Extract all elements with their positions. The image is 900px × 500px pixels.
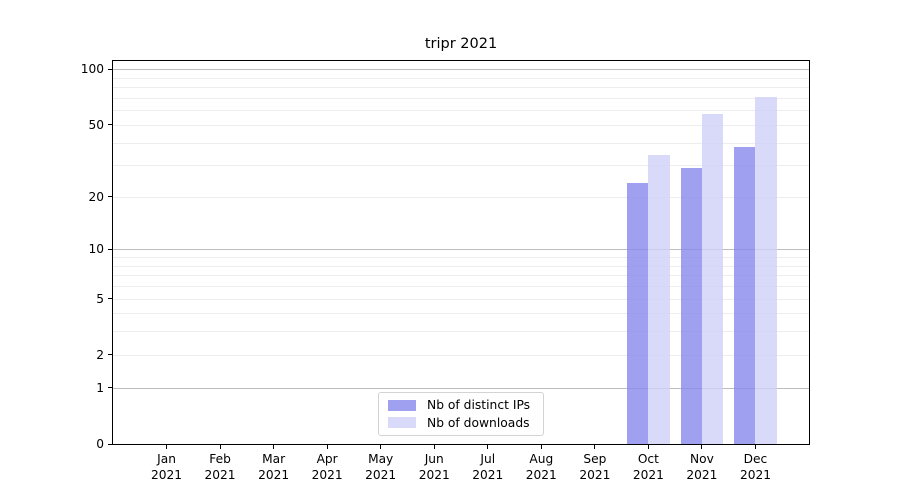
gridline-minor xyxy=(113,142,809,144)
bar-distinct-ips-dec xyxy=(734,146,756,444)
x-tick-year: 2021 xyxy=(525,467,557,482)
y-tick-label: 50 xyxy=(88,117,104,132)
x-tick-label: Feb 2021 xyxy=(188,452,252,483)
x-tick-label: Aug 2021 xyxy=(509,452,573,483)
bar-downloads-dec xyxy=(755,96,777,444)
x-tick-mark xyxy=(487,445,489,449)
bar-distinct-ips-oct xyxy=(626,182,649,444)
legend-swatch-downloads-icon xyxy=(388,417,416,429)
gridline-minor xyxy=(113,110,809,112)
legend-label: Nb of downloads xyxy=(427,415,530,430)
x-tick-month: Nov xyxy=(690,452,714,466)
y-tick-label: 0 xyxy=(96,437,104,451)
x-tick-month: Mar xyxy=(262,452,286,466)
legend-swatch-distinct-ips-icon xyxy=(388,399,416,411)
y-tick-mark xyxy=(108,443,112,445)
x-tick-month: Dec xyxy=(743,452,768,466)
gridline-major xyxy=(113,387,809,389)
x-tick-mark xyxy=(273,445,275,449)
y-tick-label: 5 xyxy=(96,291,104,306)
x-tick-month: Sep xyxy=(583,452,607,466)
x-tick-mark xyxy=(594,445,596,449)
y-tick-mark xyxy=(108,248,112,250)
x-tick-month: Oct xyxy=(637,452,659,466)
x-tick-month: Feb xyxy=(209,452,231,466)
x-tick-month: May xyxy=(368,452,394,466)
y-tick-label: 20 xyxy=(88,189,104,204)
x-tick-year: 2021 xyxy=(151,467,183,482)
x-tick-label: Sep 2021 xyxy=(563,452,627,483)
gridline-minor xyxy=(113,298,809,300)
x-tick-year: 2021 xyxy=(311,467,343,482)
x-tick-year: 2021 xyxy=(632,467,664,482)
x-tick-month: Jul xyxy=(480,452,496,466)
gridline-minor xyxy=(113,265,809,267)
x-tick-mark xyxy=(433,445,435,449)
chart-title: tripr 2021 xyxy=(424,36,498,52)
x-tick-mark xyxy=(219,445,221,449)
x-tick-mark xyxy=(380,445,382,449)
gridline-minor xyxy=(113,196,809,198)
x-tick-year: 2021 xyxy=(686,467,718,482)
x-tick-label: May 2021 xyxy=(349,452,413,483)
x-tick-label: Jan 2021 xyxy=(135,452,199,483)
gridline-minor xyxy=(113,313,809,315)
x-tick-year: 2021 xyxy=(204,467,236,482)
x-tick-mark xyxy=(540,445,542,449)
x-tick-label: Oct 2021 xyxy=(616,452,680,483)
gridline-minor xyxy=(113,275,809,277)
gridline-minor xyxy=(113,257,809,259)
x-tick-year: 2021 xyxy=(739,467,771,482)
x-tick-month: Jun xyxy=(424,452,444,466)
x-tick-year: 2021 xyxy=(418,467,450,482)
x-tick-year: 2021 xyxy=(365,467,397,482)
x-tick-year: 2021 xyxy=(258,467,290,482)
gridline-minor xyxy=(113,286,809,288)
x-tick-month: Aug xyxy=(529,452,554,466)
gridline-major xyxy=(113,249,809,251)
gridline-minor xyxy=(113,87,809,89)
y-tick-label: 100 xyxy=(80,62,104,77)
x-tick-month: Apr xyxy=(316,452,338,466)
x-tick-year: 2021 xyxy=(579,467,611,482)
gridline-minor xyxy=(113,354,809,356)
x-tick-year: 2021 xyxy=(472,467,504,482)
plot-area xyxy=(112,60,810,445)
bar-downloads-nov xyxy=(701,114,724,444)
x-tick-label: Mar 2021 xyxy=(242,452,306,483)
legend-label: Nb of distinct IPs xyxy=(427,398,531,413)
y-tick-mark xyxy=(108,354,112,356)
gridline-minor xyxy=(113,97,809,99)
x-tick-label: Apr 2021 xyxy=(295,452,359,483)
y-tick-label: 2 xyxy=(96,347,104,362)
gridline-major xyxy=(113,69,809,71)
y-tick-mark xyxy=(108,196,112,198)
x-tick-mark xyxy=(326,445,328,449)
gridline-minor xyxy=(113,165,809,167)
x-tick-label: Jul 2021 xyxy=(456,452,520,483)
x-tick-mark xyxy=(647,445,649,449)
legend-item: Nb of downloads xyxy=(388,416,534,430)
gridline-minor xyxy=(113,331,809,333)
x-tick-label: Dec 2021 xyxy=(723,452,787,483)
bar-downloads-oct xyxy=(648,155,670,444)
gridline-minor xyxy=(113,124,809,126)
y-tick-label: 10 xyxy=(88,242,104,257)
x-tick-label: Jun 2021 xyxy=(402,452,466,483)
y-tick-mark xyxy=(108,124,112,126)
y-tick-mark xyxy=(108,387,112,389)
x-tick-mark xyxy=(754,445,756,449)
bar-distinct-ips-nov xyxy=(680,167,702,444)
x-tick-mark xyxy=(701,445,703,449)
y-tick-mark xyxy=(108,68,112,70)
legend: Nb of distinct IPs Nb of downloads xyxy=(378,392,544,436)
y-tick-label: 1 xyxy=(96,380,104,395)
y-tick-mark xyxy=(108,298,112,300)
x-tick-mark xyxy=(166,445,168,449)
gridline-minor xyxy=(113,77,809,79)
x-tick-label: Nov 2021 xyxy=(670,452,734,483)
x-tick-month: Jan xyxy=(157,452,176,466)
legend-item: Nb of distinct IPs xyxy=(388,398,534,412)
